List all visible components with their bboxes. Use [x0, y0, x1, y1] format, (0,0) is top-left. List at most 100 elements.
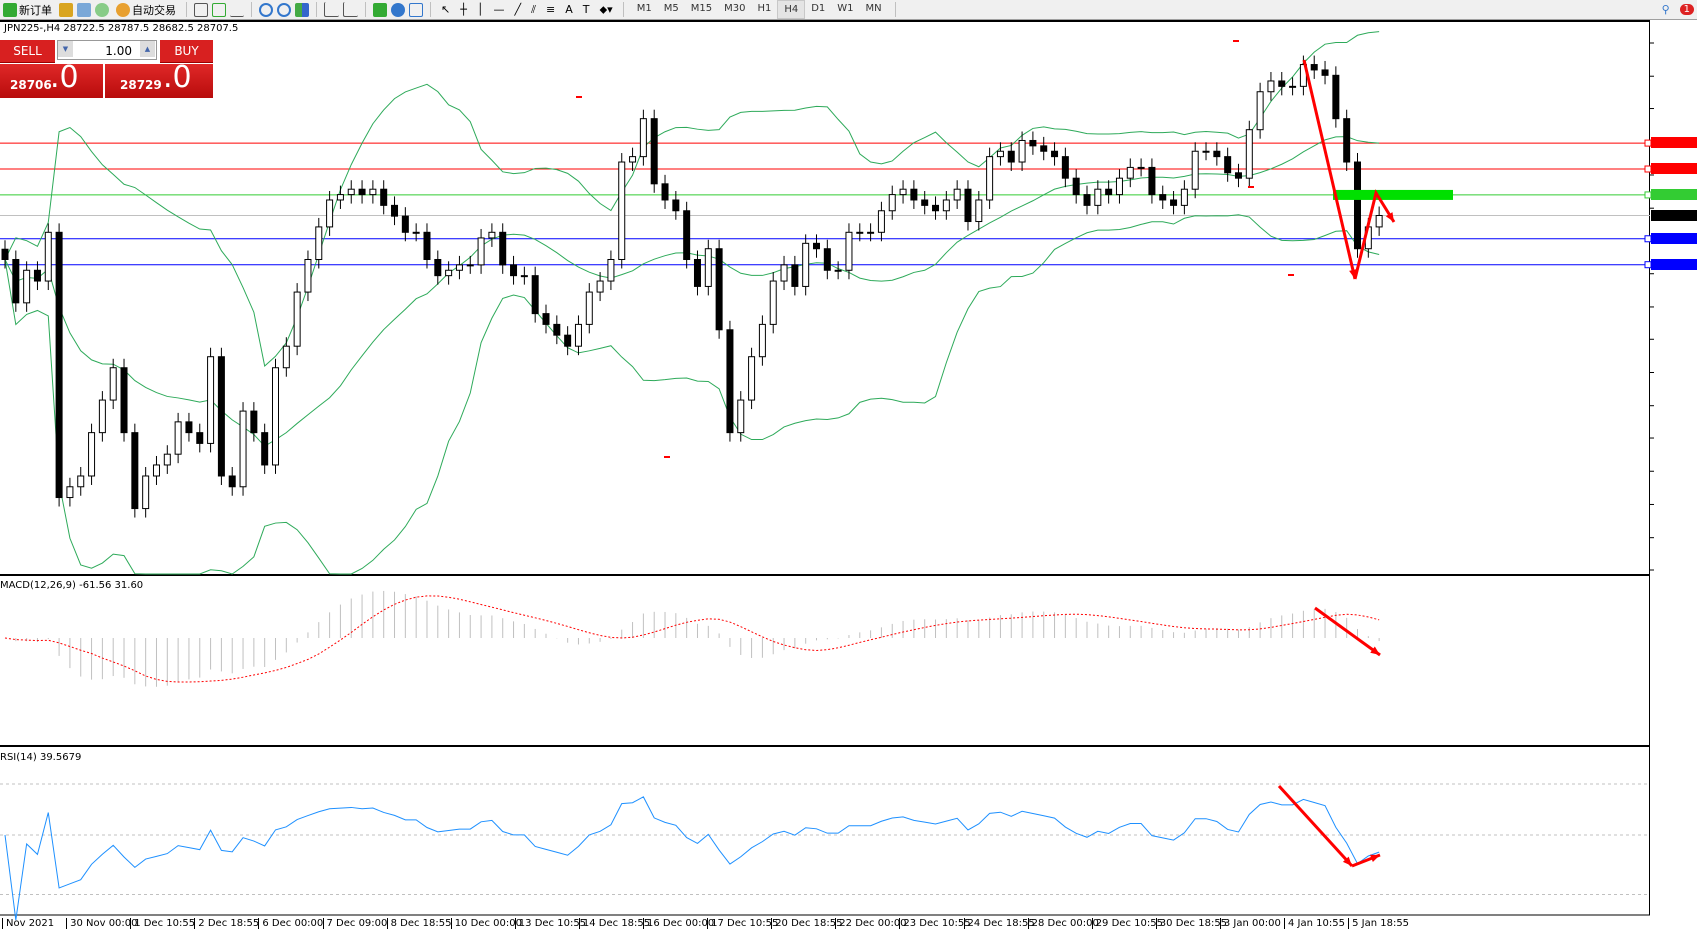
- candle-body: [1072, 177, 1080, 196]
- timeframe-m1[interactable]: M1: [636, 3, 652, 14]
- candle-body: [272, 367, 279, 466]
- candle-body: [910, 188, 918, 201]
- new-order-button[interactable]: 新订单: [0, 1, 55, 18]
- price-level-tag: [1651, 137, 1697, 149]
- chat-icon[interactable]: 1: [1677, 1, 1697, 18]
- chart-window[interactable]: [0, 20, 1650, 915]
- candle-body: [77, 475, 85, 488]
- price-annotation: [1288, 274, 1294, 276]
- price-level-tag: [1651, 209, 1697, 221]
- timeframe-h4[interactable]: H4: [777, 0, 806, 19]
- search-icon[interactable]: ⚲: [1661, 3, 1670, 16]
- separator: [365, 2, 366, 17]
- gold-icon[interactable]: [59, 2, 73, 17]
- separator: [186, 2, 187, 17]
- candle-body: [683, 210, 691, 260]
- timeframe-h1[interactable]: H1: [757, 3, 772, 14]
- tile-icon[interactable]: [295, 2, 309, 17]
- candle-body: [748, 356, 756, 401]
- timeframe-w1[interactable]: W1: [837, 3, 854, 14]
- separator: [622, 2, 624, 17]
- lots-input[interactable]: 1.00: [57, 40, 157, 60]
- date-tick-label: 20 Dec 18:55: [771, 918, 842, 929]
- candle-chart-icon[interactable]: [212, 2, 226, 17]
- trendline-icon[interactable]: ╱: [514, 3, 522, 16]
- candle-body: [629, 156, 637, 163]
- candle-body: [33, 269, 41, 282]
- line-chart-icon[interactable]: [230, 2, 244, 17]
- buy-button[interactable]: BUY: [160, 40, 213, 63]
- candle-body: [953, 188, 961, 201]
- arrows-icon[interactable]: ⬥▾: [599, 2, 613, 16]
- candle-body: [391, 204, 399, 217]
- candle-body: [293, 291, 301, 347]
- templates-icon[interactable]: [409, 2, 423, 17]
- candle-body: [174, 421, 182, 455]
- lots-increase-button[interactable]: ▲: [140, 41, 155, 57]
- indicators-icon[interactable]: [373, 2, 387, 17]
- candle-body: [1029, 139, 1037, 147]
- candle-body: [574, 323, 582, 347]
- candle-body: [607, 258, 615, 282]
- candle-body: [693, 258, 701, 287]
- candle-body: [423, 231, 431, 260]
- periods-icon[interactable]: [391, 2, 405, 17]
- candle-body: [845, 231, 853, 271]
- candle-body: [1310, 64, 1318, 71]
- buy-price[interactable]: 28729.0: [105, 60, 213, 98]
- bollinger-lower: [4, 214, 1380, 575]
- timeframe-bar: M1 M5 M15 M30 H1 H4 D1 W1 MN: [631, 0, 888, 19]
- candle-body: [66, 486, 74, 499]
- price-annotation: [1248, 186, 1254, 188]
- candle-body: [1083, 194, 1091, 206]
- candle-body: [867, 231, 875, 234]
- candle-body: [358, 188, 366, 196]
- date-tick-label: 1 Dec 10:55: [130, 918, 195, 929]
- timeframe-mn[interactable]: MN: [865, 3, 882, 14]
- timeframe-d1[interactable]: D1: [811, 3, 826, 14]
- candle-body: [1278, 80, 1286, 87]
- candle-body: [1234, 172, 1242, 179]
- vertical-line-icon[interactable]: │: [476, 3, 484, 16]
- horizontal-line-icon[interactable]: —: [493, 3, 505, 16]
- timeframe-m30[interactable]: M30: [724, 3, 746, 14]
- auto-trading-button[interactable]: 自动交易: [113, 1, 179, 18]
- candle-body: [661, 183, 669, 201]
- text-icon[interactable]: A: [565, 3, 573, 16]
- candle-body: [1267, 80, 1275, 93]
- date-tick-label: 4 Jan 10:55: [1284, 918, 1345, 929]
- timeframe-m15[interactable]: M15: [690, 3, 713, 14]
- chart-shift-icon[interactable]: [343, 2, 358, 17]
- candle-body: [791, 264, 799, 287]
- cloud-icon[interactable]: [77, 2, 91, 17]
- candle-body: [542, 313, 550, 325]
- date-tick-label: 30 Dec 18:55: [1155, 918, 1227, 929]
- cursor-icon[interactable]: ↖: [441, 3, 451, 16]
- candle-body: [466, 264, 474, 267]
- fibo-icon[interactable]: ≡: [546, 3, 556, 16]
- candle-body: [120, 367, 128, 434]
- candle-body: [142, 475, 150, 510]
- timeframe-m5[interactable]: M5: [663, 3, 679, 14]
- candle-body: [1007, 150, 1015, 163]
- price-annotation: [664, 456, 670, 458]
- trend-arrow-head: [1385, 212, 1394, 222]
- sell-price[interactable]: 28706.0: [0, 60, 103, 98]
- zoom-in-icon[interactable]: [259, 2, 273, 17]
- macd-arrow: [1314, 606, 1381, 657]
- sell-button[interactable]: SELL: [0, 40, 55, 63]
- lots-decrease-button[interactable]: ▼: [58, 41, 73, 57]
- candle-body: [12, 258, 20, 304]
- zoom-out-icon[interactable]: [277, 2, 291, 17]
- candle-body: [1094, 188, 1102, 206]
- autoscroll-icon[interactable]: [324, 2, 339, 17]
- channel-icon[interactable]: ⫽: [531, 2, 536, 16]
- signal-icon[interactable]: [95, 2, 109, 17]
- label-icon[interactable]: T: [582, 3, 590, 16]
- candle-body: [1256, 91, 1264, 131]
- crosshair-icon[interactable]: ┼: [460, 3, 467, 16]
- bar-chart-icon[interactable]: [194, 2, 208, 17]
- candle-body: [1354, 161, 1361, 250]
- toolbar: 新订单 自动交易 ↖ ┼ │ — ╱ ⫽ ≡ A T ⬥▾ M1 M5 M15 M30…: [0, 0, 1697, 20]
